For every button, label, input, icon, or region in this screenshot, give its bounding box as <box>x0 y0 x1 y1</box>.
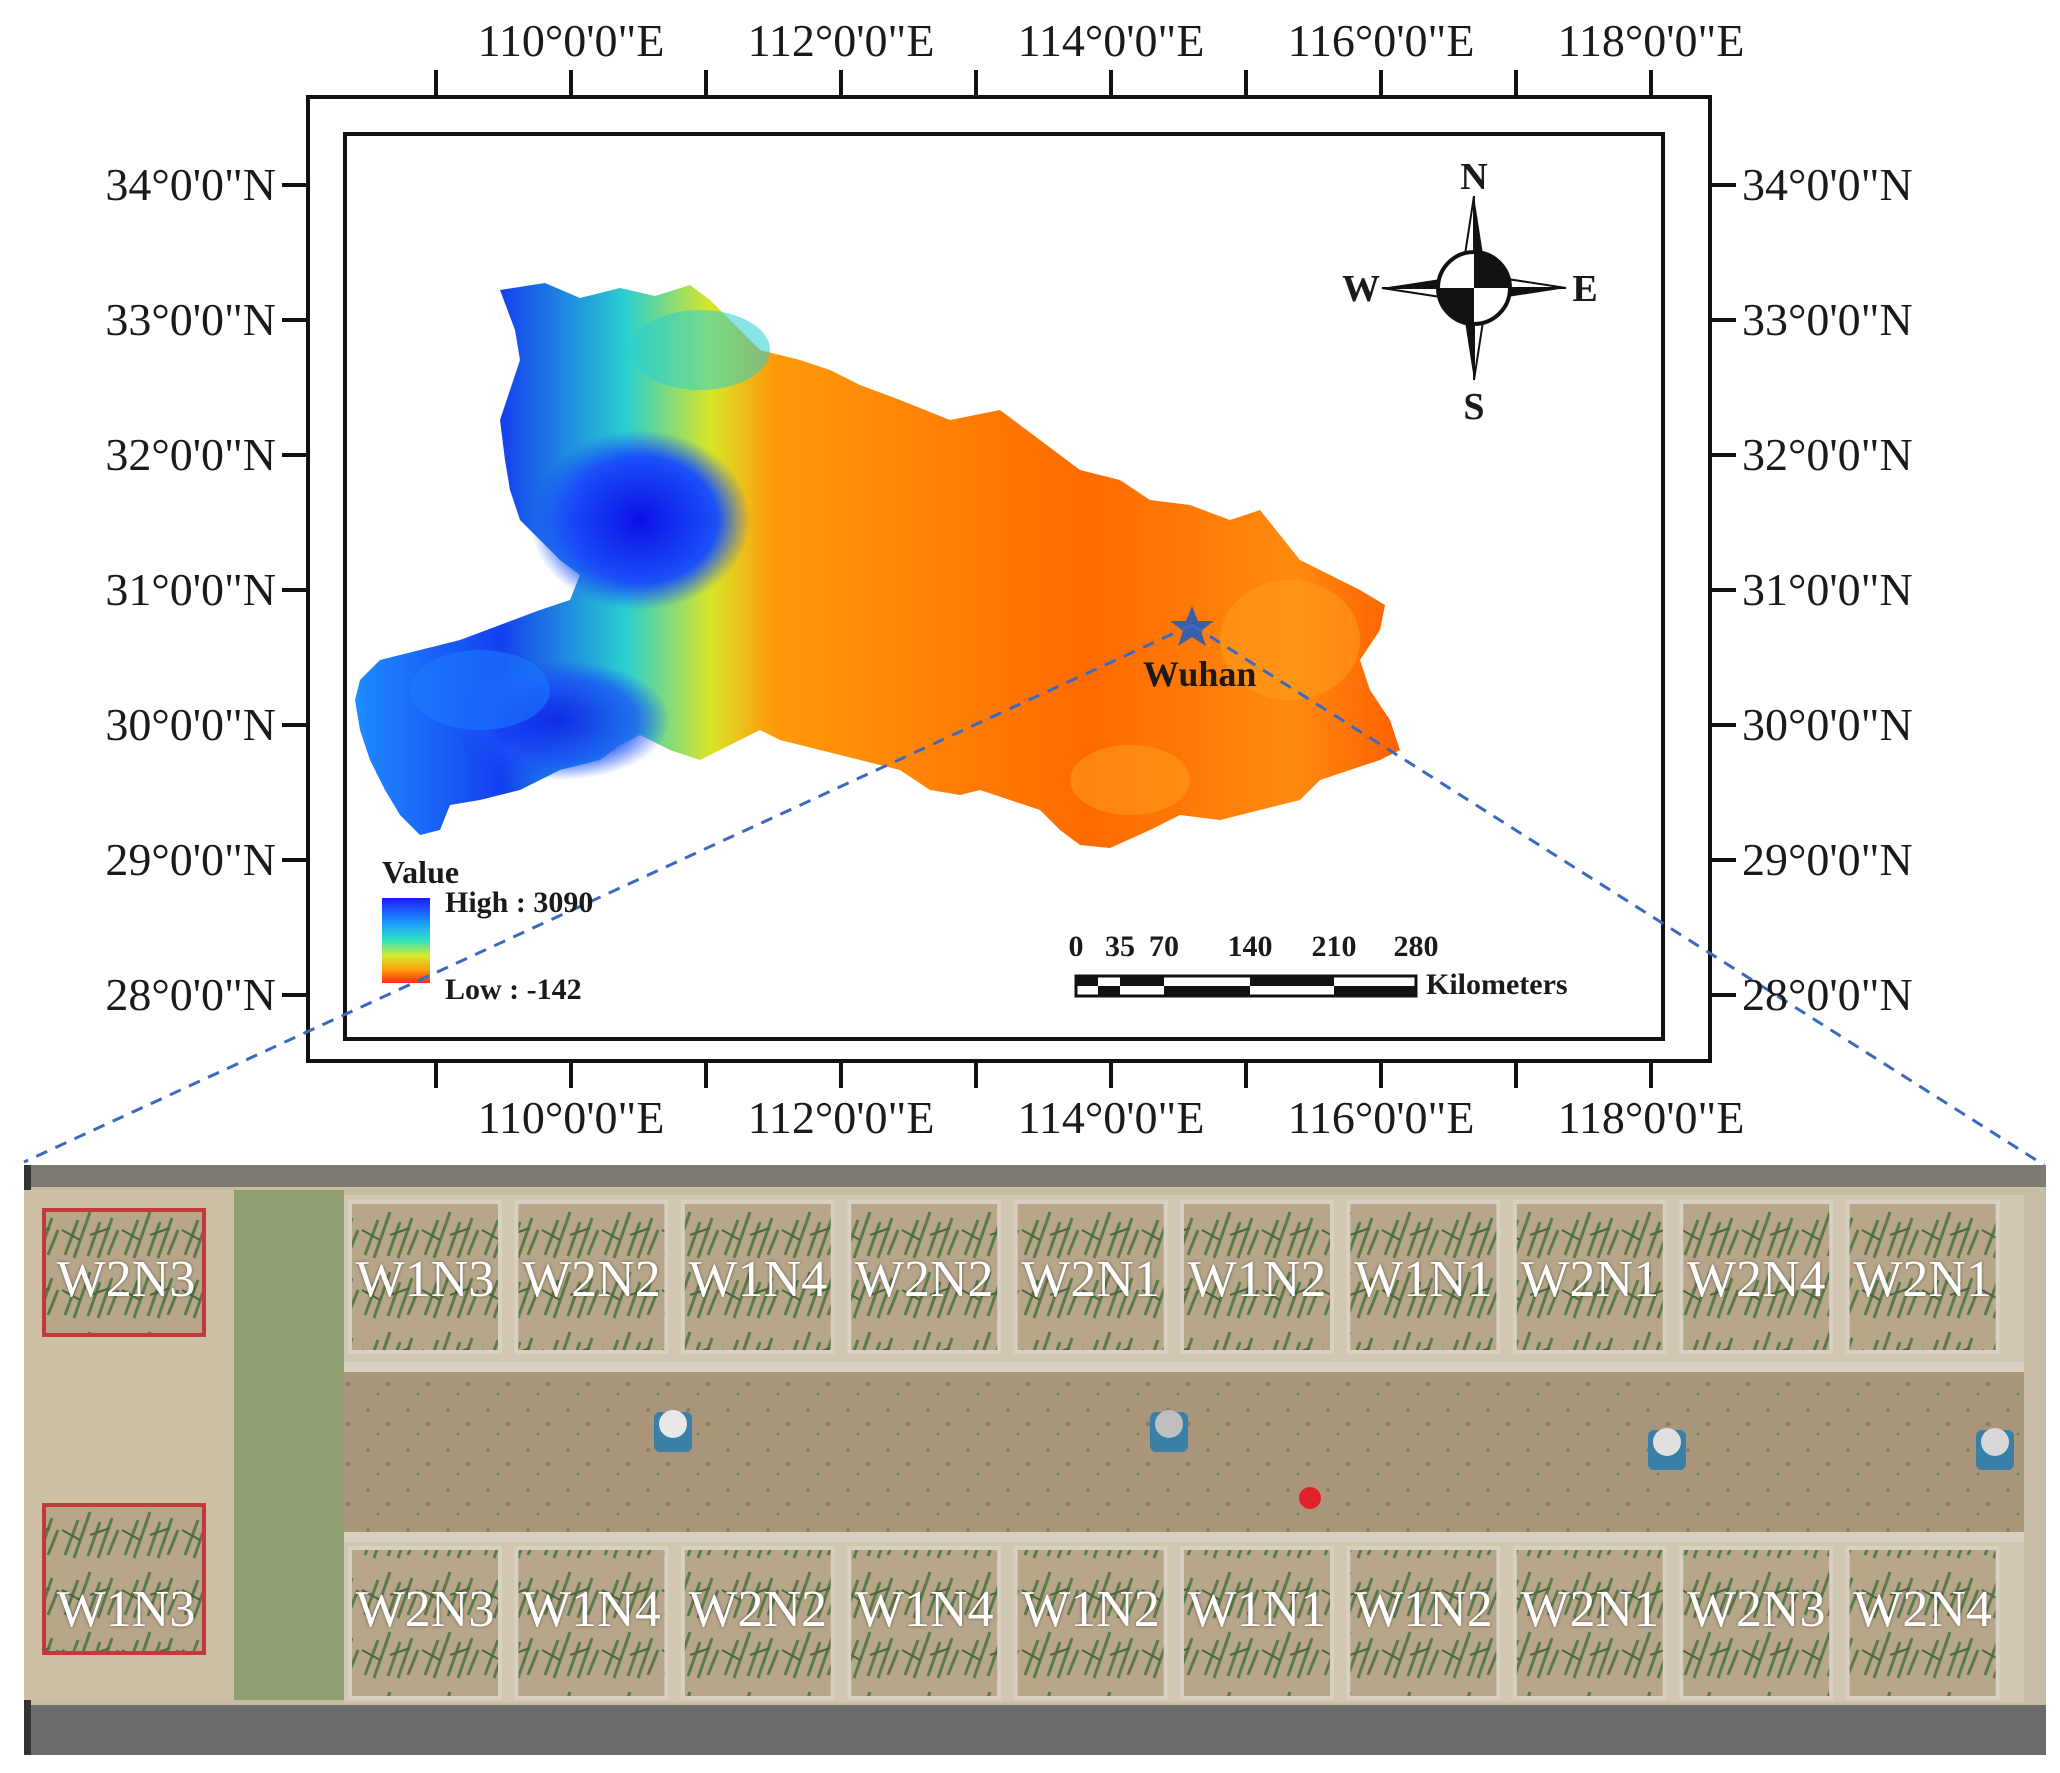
field-plot-top <box>1013 1200 1168 1354</box>
field-plot-top <box>847 1200 1002 1354</box>
field-plot-label: W2N4 <box>1686 1251 1826 1308</box>
field-plot-bottom <box>847 1546 1002 1700</box>
field-plot-top <box>1679 1200 1834 1354</box>
north-arrow <box>1381 195 1567 381</box>
field-plot-bottom <box>1512 1546 1667 1700</box>
field-plot-label: W2N1 <box>1520 1251 1660 1308</box>
field-plot-bottom <box>1013 1546 1168 1700</box>
field-plot-label: W1N4 <box>522 1581 661 1638</box>
longitude-label-bottom: 112°0'0"E <box>747 1092 935 1143</box>
field-plot-label: W1N2 <box>1021 1581 1160 1638</box>
field-plot-bottom <box>1180 1546 1334 1700</box>
latitude-label-right: 29°0'0"N <box>1742 834 1913 885</box>
field-plot-label: W1N3 <box>56 1581 196 1638</box>
latitude-label-left: 32°0'0"N <box>105 429 276 480</box>
graticule-ticks <box>282 70 1736 1088</box>
elevation-raster <box>355 283 1400 848</box>
compass-north: N <box>1460 156 1488 198</box>
field-plot-label: W2N1 <box>1021 1251 1160 1308</box>
field-plot-label: W2N2 <box>854 1251 994 1308</box>
leader-line-right <box>1191 623 2045 1167</box>
legend-high-label: High : 3090 <box>445 886 594 919</box>
field-plot-label: W2N4 <box>1853 1581 1992 1638</box>
field-plot-bottom <box>348 1546 502 1700</box>
field-plot-label: W1N2 <box>1354 1581 1493 1638</box>
latitude-label-right: 28°0'0"N <box>1742 969 1913 1020</box>
field-plot-bottom <box>514 1546 669 1700</box>
field-plot-label: W2N3 <box>355 1581 495 1638</box>
field-plot-label: W1N2 <box>1187 1251 1327 1308</box>
longitude-label-bottom: 114°0'0"E <box>1017 1092 1205 1143</box>
field-plot-label: W1N4 <box>688 1251 828 1308</box>
field-plot-top <box>514 1200 669 1354</box>
latitude-label-right: 32°0'0"N <box>1742 429 1913 480</box>
field-plot-label: W1N1 <box>1187 1581 1327 1638</box>
scale-tick-label: 70 <box>1149 930 1179 963</box>
latitude-label-left: 31°0'0"N <box>105 564 276 615</box>
field-plot-label: W1N3 <box>355 1251 495 1308</box>
latitude-label-left: 30°0'0"N <box>105 699 276 750</box>
field-plot-top <box>1845 1200 2000 1354</box>
field-plot-top <box>1512 1200 1667 1354</box>
latitude-label-right: 33°0'0"N <box>1742 294 1913 345</box>
field-plot-top <box>1180 1200 1334 1354</box>
field-plot-label: W2N1 <box>1520 1581 1660 1638</box>
latitude-label-right: 30°0'0"N <box>1742 699 1913 750</box>
scale-tick-label: 280 <box>1393 930 1439 963</box>
longitude-label-bottom: 118°0'0"E <box>1557 1092 1745 1143</box>
scale-tick-label: 210 <box>1311 930 1357 963</box>
field-plot-bottom <box>1845 1546 2000 1700</box>
latitude-label-left: 28°0'0"N <box>105 969 276 1020</box>
latitude-label-right: 34°0'0"N <box>1742 159 1913 210</box>
longitude-label-top: 112°0'0"E <box>747 15 935 66</box>
field-plot-top <box>348 1200 502 1354</box>
legend-title: Value <box>382 854 460 890</box>
longitude-label-top: 114°0'0"E <box>1017 15 1205 66</box>
latitude-label-left: 29°0'0"N <box>105 834 276 885</box>
field-plot-label: W1N1 <box>1354 1251 1493 1308</box>
field-plot-top <box>680 1200 835 1354</box>
compass-east: E <box>1572 268 1598 310</box>
longitude-label-top: 110°0'0"E <box>477 15 665 66</box>
longitude-label-top: 116°0'0"E <box>1287 15 1475 66</box>
scale-tick-label: 35 <box>1105 930 1135 963</box>
scale-bar <box>1074 974 1418 998</box>
field-plot-bottom <box>680 1546 835 1700</box>
field-photo <box>24 1165 2046 1755</box>
field-plot-label: W2N3 <box>1686 1581 1826 1638</box>
legend-color-ramp <box>382 898 430 983</box>
field-plot-label: W2N3 <box>56 1251 196 1308</box>
latitude-label-right: 31°0'0"N <box>1742 564 1913 615</box>
longitude-label-top: 118°0'0"E <box>1557 15 1745 66</box>
site-label-wuhan: Wuhan <box>1143 654 1257 694</box>
field-plot-bottom <box>1679 1546 1834 1700</box>
scale-unit: Kilometers <box>1426 968 1568 1001</box>
field-plot-label: W2N1 <box>1853 1251 1992 1308</box>
compass-south: S <box>1463 386 1485 428</box>
longitude-label-bottom: 116°0'0"E <box>1287 1092 1475 1143</box>
field-plot-bottom <box>1346 1546 1501 1700</box>
latitude-label-left: 34°0'0"N <box>105 159 276 210</box>
latitude-label-left: 33°0'0"N <box>105 294 276 345</box>
field-plot-label: W1N4 <box>854 1581 994 1638</box>
compass-west: W <box>1342 268 1380 310</box>
legend-low-label: Low : -142 <box>445 973 582 1006</box>
longitude-label-bottom: 110°0'0"E <box>477 1092 665 1143</box>
scale-tick-label: 140 <box>1227 930 1273 963</box>
scale-tick-label: 0 <box>1068 930 1084 963</box>
field-plot-top <box>1346 1200 1501 1354</box>
leader-line-left <box>23 623 1193 1164</box>
field-plot-label: W2N2 <box>688 1581 828 1638</box>
field-plot-label: W2N2 <box>522 1251 661 1308</box>
